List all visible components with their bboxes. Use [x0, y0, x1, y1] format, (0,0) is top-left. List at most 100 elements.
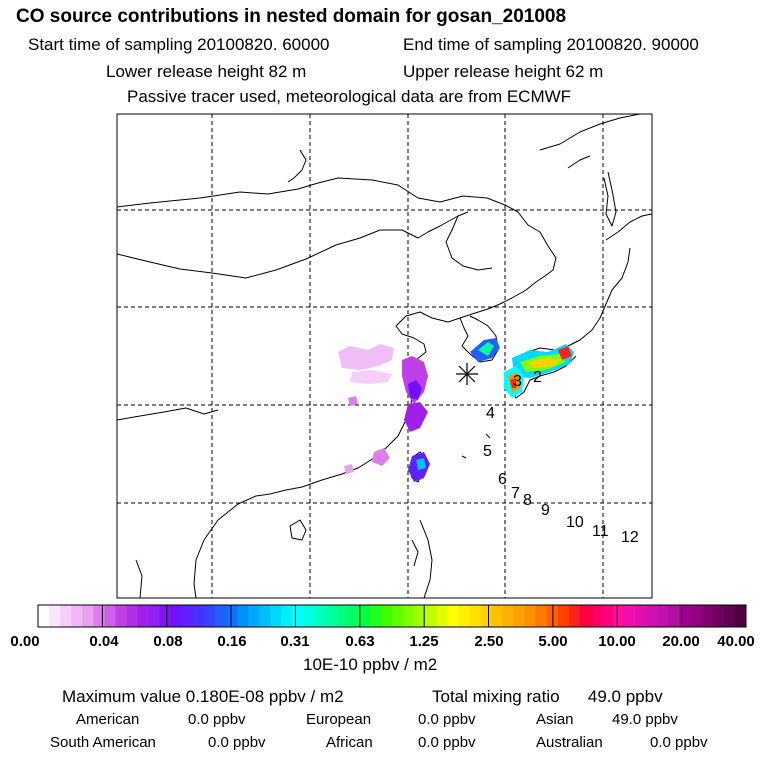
colorbar-swatch	[226, 605, 238, 627]
colorbar-swatch	[701, 605, 714, 627]
colorbar-swatch	[447, 605, 459, 627]
colorbar-swatch	[469, 605, 481, 627]
colorbar-swatch	[513, 605, 526, 627]
trajectory-label-9: 9	[541, 502, 550, 519]
colorbar-swatch	[491, 605, 504, 627]
colorbar-swatch	[148, 605, 161, 627]
colorbar-tick: 5.00	[538, 633, 568, 650]
colorbar-tick: 40.00	[717, 633, 755, 650]
plume-china	[338, 344, 430, 482]
colorbar-swatch	[38, 605, 50, 627]
colorbar-swatch	[237, 605, 249, 627]
colorbar-swatch	[270, 605, 282, 627]
colorbar-tick: 0.16	[217, 633, 247, 650]
colorbar-swatch	[181, 605, 194, 627]
colorbar-tick: 20.00	[662, 633, 700, 650]
colorbar-swatch	[613, 605, 625, 627]
colorbar-swatch	[347, 605, 360, 627]
lat-lon-grid	[117, 114, 652, 598]
region-name: European	[306, 711, 372, 728]
colorbar-swatch	[502, 605, 515, 627]
colorbar-swatch	[126, 605, 139, 627]
trajectory-label-10: 10	[566, 514, 584, 531]
region-value: 0.0 ppbv	[418, 734, 476, 751]
colorbar-swatch	[248, 605, 260, 627]
colorbar	[37, 604, 747, 628]
colorbar-swatch	[281, 605, 293, 627]
trajectory-label-11: 11	[592, 523, 609, 540]
colorbar-swatch	[679, 605, 692, 627]
colorbar-swatch	[690, 605, 703, 627]
end-time-label: End time of sampling 20100820. 90000	[403, 35, 699, 54]
plot-title: CO source contributions in nested domain…	[16, 6, 567, 27]
colorbar-swatch	[458, 605, 470, 627]
region-value: 49.0 ppbv	[612, 711, 678, 728]
total-mixing-label: Total mixing ratio 49.0 ppbv	[432, 687, 663, 706]
colorbar-swatch	[292, 605, 304, 627]
trajectory-label-8: 8	[523, 492, 532, 509]
region-name: Australian	[536, 734, 603, 751]
region-name: African	[326, 734, 373, 751]
map-frame	[116, 113, 653, 599]
colorbar-swatch	[425, 605, 437, 627]
colorbar-swatch	[104, 605, 116, 627]
max-value-label: Maximum value 0.180E-08 ppbv / m2	[62, 687, 344, 706]
trajectory-label-2: 2	[533, 369, 542, 386]
region-value: 0.0 ppbv	[418, 711, 476, 728]
colorbar-swatch	[358, 605, 371, 627]
colorbar-swatch	[624, 605, 636, 627]
colorbar-swatch	[635, 605, 647, 627]
colorbar-swatch	[414, 605, 426, 627]
colorbar-swatch	[602, 605, 614, 627]
colorbar-tick: 0.08	[153, 633, 183, 650]
colorbar-swatch	[591, 605, 603, 627]
colorbar-tick: 0.31	[280, 633, 310, 650]
colorbar-swatch	[712, 605, 725, 627]
region-value: 0.0 ppbv	[188, 711, 246, 728]
colorbar-swatch	[392, 605, 404, 627]
colorbar-swatch	[170, 605, 183, 627]
colorbar-unit-label: 10E-10 ppbv / m2	[303, 655, 438, 674]
colorbar-border	[37, 604, 747, 628]
colorbar-swatch	[734, 605, 747, 627]
colorbar-swatch	[203, 605, 216, 627]
colorbar-swatch	[137, 605, 150, 627]
colorbar-swatch	[192, 605, 205, 627]
map-content: 2 3 4 5 6 7 8 9 10 11 12	[117, 114, 652, 598]
colorbar-swatch	[480, 605, 493, 627]
colorbar-swatch	[259, 605, 271, 627]
colorbar-swatch	[535, 605, 548, 627]
colorbar-tick: 0.04	[89, 633, 119, 650]
colorbar-swatch	[49, 605, 61, 627]
region-name: Asian	[536, 711, 574, 728]
trajectory-label-7: 7	[511, 485, 520, 502]
colorbar-swatch	[569, 605, 581, 627]
colorbar-swatch	[71, 605, 83, 627]
colorbar-swatch	[723, 605, 736, 627]
region-name: South American	[50, 734, 156, 751]
receptor-marker-icon	[456, 363, 478, 385]
start-time-label: Start time of sampling 20100820. 60000	[28, 35, 330, 54]
region-name: American	[76, 711, 140, 728]
upper-release-label: Upper release height 62 m	[403, 62, 604, 81]
colorbar-tick: 1.25	[409, 633, 439, 650]
colorbar-swatch	[325, 605, 338, 627]
colorbar-swatch	[314, 605, 327, 627]
colorbar-swatch	[436, 605, 448, 627]
colorbar-swatch	[369, 605, 382, 627]
colorbar-swatch	[336, 605, 349, 627]
colorbar-swatch	[215, 605, 227, 627]
colorbar-tick: 0.00	[10, 633, 40, 650]
region-value: 0.0 ppbv	[650, 734, 708, 751]
plume-korea	[470, 338, 500, 362]
colorbar-tick: 10.00	[598, 633, 636, 650]
colorbar-swatch	[646, 605, 658, 627]
colorbar-tick: 2.50	[474, 633, 504, 650]
colorbar-swatch	[668, 605, 681, 627]
plume-japan	[504, 344, 574, 398]
colorbar-swatch	[403, 605, 415, 627]
trajectory-label-6: 6	[498, 471, 507, 488]
trajectory-label-12: 12	[621, 529, 639, 546]
colorbar-swatch	[115, 605, 127, 627]
